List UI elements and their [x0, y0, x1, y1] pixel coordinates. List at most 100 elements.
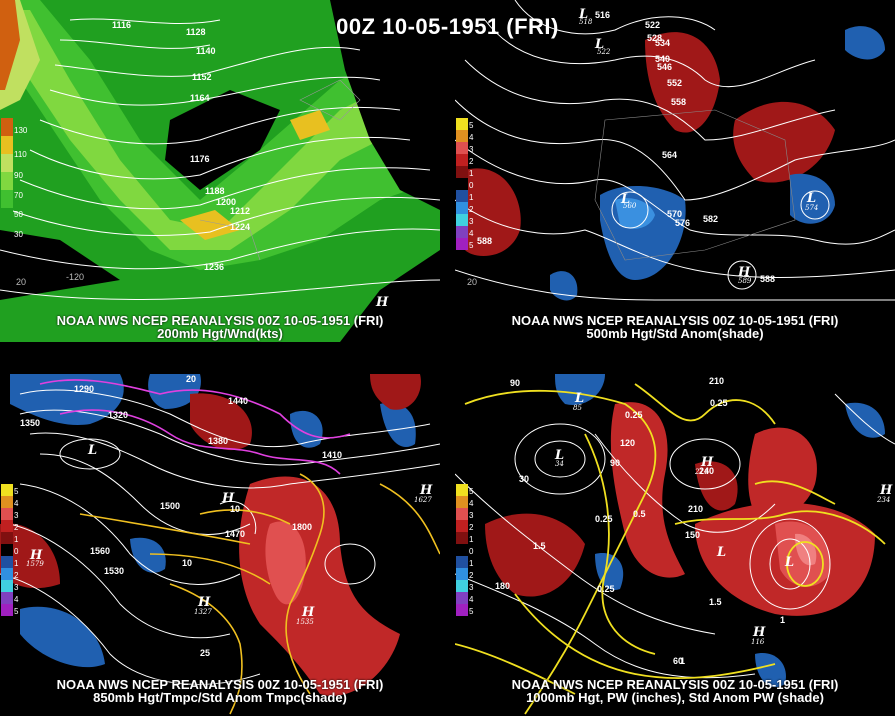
feature-value: 560: [623, 202, 637, 210]
anom-neg: [845, 26, 885, 60]
feature-value: 518: [579, 18, 593, 26]
high-pressure-label: H: [737, 265, 751, 280]
wind-shade-110b: [290, 110, 330, 140]
contour-label: 120: [620, 438, 635, 448]
panel-850mb: 1290 1320 1350 1380 1410 1440 1470 1500 …: [0, 374, 440, 716]
anom-pos: [370, 374, 421, 410]
colorbar-label: 2: [469, 571, 474, 580]
panel-caption: NOAA NWS NCEP REANALYSIS 00Z 10-05-1951 …: [56, 677, 384, 692]
contour-label: 534: [655, 38, 670, 48]
anom-neg: [555, 374, 605, 405]
contour-label: 0.25: [710, 398, 728, 408]
contour-label: 588: [760, 274, 775, 284]
contour-label: 576: [675, 218, 690, 228]
axis-label: 20: [16, 277, 26, 287]
contour-label: 90: [610, 458, 620, 468]
colorbar-label: 30: [14, 230, 23, 239]
anom-pos: [733, 101, 835, 183]
contour-label: 60: [673, 656, 683, 666]
panel-caption: NOAA NWS NCEP REANALYSIS 00Z 10-05-1951 …: [56, 313, 384, 328]
colorbar-label: 0: [469, 547, 474, 556]
contour-label: 1176: [190, 154, 210, 164]
contour-label: 210: [709, 376, 724, 386]
low-pressure-label: L: [578, 7, 588, 22]
contour-label: 1224: [230, 222, 250, 232]
panel-subcaption: 500mb Hgt/Std Anom(shade): [586, 326, 764, 341]
low-pressure-label: L: [594, 37, 604, 52]
anom-neg: [130, 537, 166, 573]
colorbar-label: 4: [469, 133, 474, 142]
high-pressure-label: H: [752, 625, 766, 640]
colorbar-label: 1: [14, 559, 19, 568]
low-pressure-label: L: [87, 443, 97, 458]
contour-label: 10: [230, 504, 240, 514]
contour-label: 1290: [74, 384, 94, 394]
panel-1000mb-pw: 90 0.25 0.25 0.5 0.25 0.25 1.5 1.5 1 1 3…: [455, 374, 895, 716]
colorbar-label: 5: [14, 607, 19, 616]
panel-subcaption: 1000mb Hgt, PW (inches), Std Anom PW (sh…: [526, 690, 824, 705]
colorbar-label: 4: [469, 229, 474, 238]
contour-label: 1: [780, 615, 785, 625]
colorbar-label: 1: [469, 559, 474, 568]
colorbar-label: 2: [14, 523, 19, 532]
panel-caption: NOAA NWS NCEP REANALYSIS 00Z 10-05-1951 …: [511, 677, 839, 692]
low-pressure-label: L: [574, 391, 584, 406]
anom-pos: [0, 523, 60, 589]
contour-label: 570: [667, 209, 682, 219]
colorbar-label: 4: [14, 499, 19, 508]
colorbar-label: 3: [469, 217, 474, 226]
colorbar-label: 50: [14, 210, 23, 219]
feature-value: 34: [555, 460, 564, 468]
contour-label: 0.25: [625, 410, 643, 420]
contour-label: 0.25: [595, 514, 613, 524]
low-pressure-label: L: [620, 192, 630, 207]
wind-shade-70: [0, 10, 400, 250]
contour-label: 0.5: [633, 509, 646, 519]
anom-pos: [485, 513, 585, 597]
map-200mb: 1116 1128 1140 1152 1164 1176 1188 1200 …: [0, 0, 440, 342]
contour-label: 1320: [108, 410, 128, 420]
contour-label: 90: [510, 378, 520, 388]
colorbar-label: 130: [14, 126, 28, 135]
feature-value: 234: [876, 496, 890, 504]
contour-label: 564: [662, 150, 677, 160]
contour-label: 1236: [204, 262, 224, 272]
axis-label: 20: [467, 277, 477, 287]
high-pressure-label: H: [419, 483, 433, 498]
contour-label: 240: [699, 466, 714, 476]
low-pressure-label: L: [806, 191, 816, 206]
anom-neg: [550, 271, 578, 301]
contour-label: 10: [182, 558, 192, 568]
contour-label: 552: [667, 78, 682, 88]
wind-shade-110: [180, 210, 240, 240]
contour-label: 1500: [160, 501, 180, 511]
colorbar-label: 4: [469, 499, 474, 508]
contour-label: 1.5: [533, 541, 546, 551]
colorbar-wind: [1, 118, 13, 226]
contour-label: 1800: [292, 522, 312, 532]
colorbar-anom: [456, 118, 468, 250]
contour-label: 558: [671, 97, 686, 107]
contour-label: 1470: [225, 529, 245, 539]
feature-value: 589: [738, 277, 752, 285]
colorbar-label: 4: [469, 595, 474, 604]
anom-pos: [748, 427, 817, 518]
anom-pos: [190, 393, 252, 451]
anom-pos-2: [265, 521, 306, 605]
anom-pos: [465, 168, 521, 256]
contour-label: 1: [680, 656, 685, 666]
contour-label: 1350: [20, 418, 40, 428]
low-pressure-label: L: [784, 555, 794, 570]
map-500mb: 516 522 528 534 540 546 552 558 564 570 …: [455, 0, 895, 342]
contour-label: 150: [685, 530, 700, 540]
panel-subcaption: 850mb Hgt/Tmpc/Std Anom Tmpc(shade): [93, 690, 347, 705]
contour-label: 1.5: [709, 597, 722, 607]
anom-neg: [790, 173, 835, 224]
colorbar-label: 1: [469, 535, 474, 544]
colorbar-label: 70: [14, 191, 23, 200]
contour-label: 0.25: [597, 584, 615, 594]
contour-label: 1128: [186, 27, 206, 37]
anom-neg: [10, 374, 124, 425]
colorbar-anom: [1, 484, 13, 616]
feature-value: 522: [597, 48, 611, 56]
